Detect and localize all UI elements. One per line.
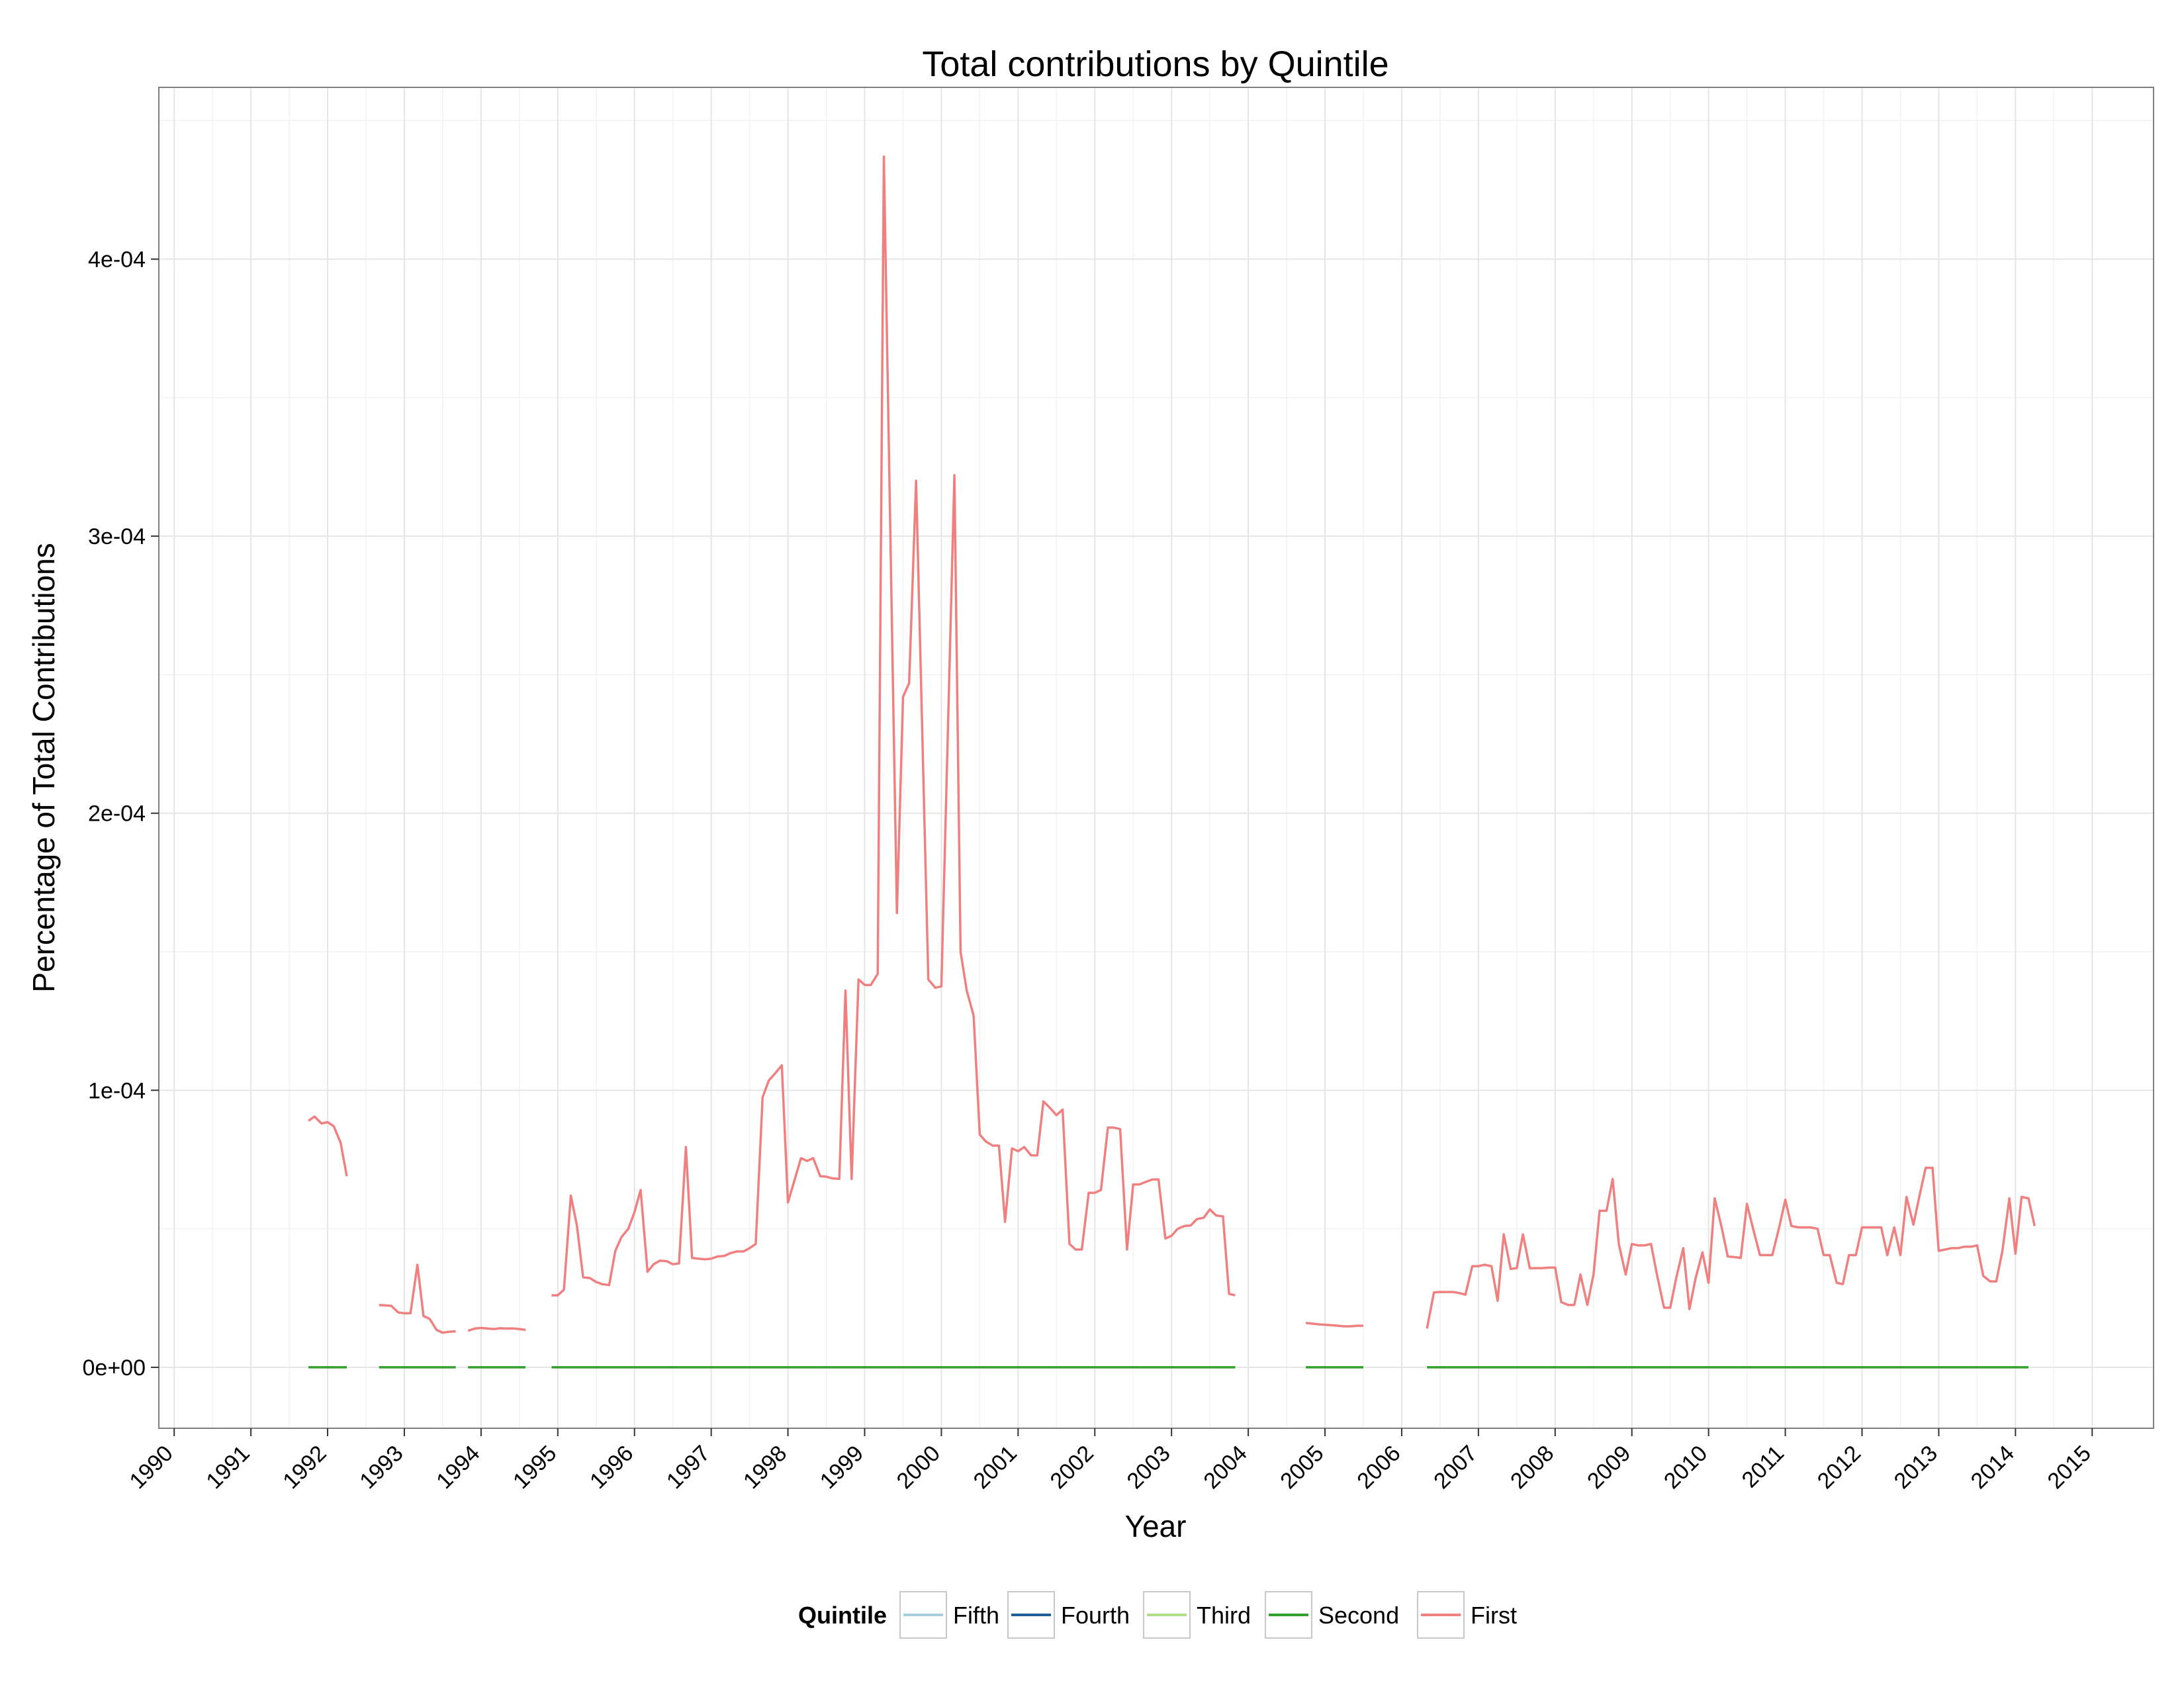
legend-label: Second: [1318, 1602, 1399, 1629]
y-axis: 0e+00 1e-04 2e-04 3e-04 4e-04: [83, 248, 159, 1381]
plot-frame: [158, 87, 2154, 1429]
series-line-first: [308, 1115, 348, 1177]
legend-label: Fifth: [953, 1602, 999, 1629]
series-line-first: [1305, 1322, 1363, 1328]
y-tick-label: 0e+00: [83, 1355, 146, 1381]
y-tick-label: 4e-04: [88, 248, 146, 273]
y-axis-label: Percentage of Total Contributions: [26, 543, 61, 992]
legend-label: Fourth: [1061, 1602, 1130, 1629]
chart-title: Total contributions by Quintile: [922, 44, 1388, 84]
legend-title: Quintile: [798, 1602, 887, 1629]
y-tick-label: 3e-04: [88, 524, 146, 549]
legend: Quintile Fifth Fourth Third Second First: [798, 1591, 1517, 1639]
y-tick-label: 1e-04: [88, 1078, 146, 1103]
series-first: [308, 155, 2036, 1334]
y-tick-label: 2e-04: [88, 801, 146, 827]
x-axis-label: Year: [1125, 1509, 1187, 1543]
series-line-first: [1426, 1166, 2036, 1329]
series-line-first: [551, 155, 1236, 1297]
grid-major: [159, 87, 2154, 1428]
series-line-first: [379, 1263, 456, 1334]
series-line-first: [467, 1326, 526, 1332]
grid-minor: [159, 87, 2154, 1428]
legend-label: First: [1471, 1602, 1517, 1629]
legend-label: Third: [1197, 1602, 1251, 1629]
series-layer: [308, 155, 2036, 1369]
